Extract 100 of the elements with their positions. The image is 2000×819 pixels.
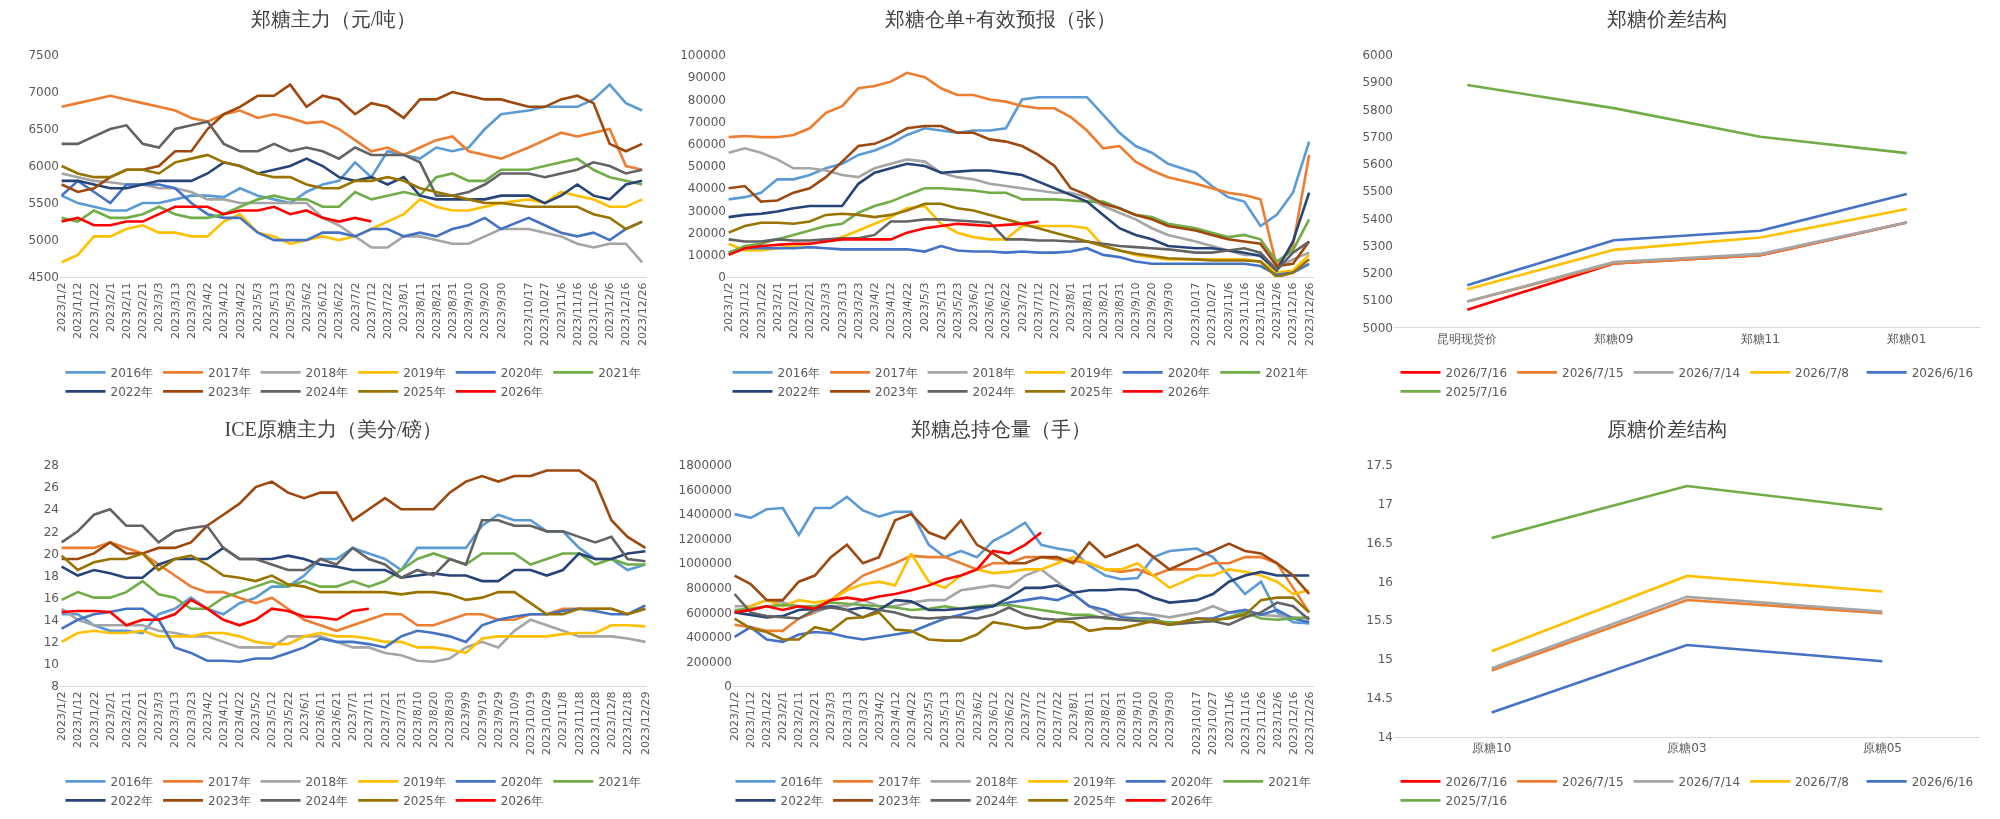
x-tick-label: 2023/10/17 [522, 282, 536, 346]
x-tick-label: 2023/1/22 [760, 691, 774, 748]
x-tick-label: 2023/9/20 [478, 282, 492, 339]
x-tick-label: 2023/8/21 [1098, 691, 1112, 748]
x-tick-label: 2023/12/26 [635, 282, 649, 346]
x-tick-label: 2023/11/16 [1237, 282, 1251, 346]
x-tick-label: 2023/6/2 [300, 282, 314, 332]
x-tick-label: 2023/12/6 [603, 282, 617, 339]
y-tick-label: 5500 [28, 196, 59, 211]
x-tick-label: 2023/12/18 [621, 691, 635, 755]
x-tick-label: 2023/9/29 [491, 691, 505, 748]
legend-label: 2017年 [208, 775, 251, 790]
legend-label: 2026/7/14 [1678, 775, 1741, 790]
x-tick-label: 2023/11/16 [570, 282, 584, 346]
legend-label: 2026/6/16 [1911, 366, 1974, 381]
x-tick-label: 2023/4/22 [233, 691, 247, 748]
x-tick-label: 2023/4/12 [216, 691, 230, 748]
line-series [727, 95, 1311, 228]
legend-label: 2025年 [403, 794, 446, 809]
x-tick-label: 2023/6/12 [986, 691, 1000, 748]
x-tick-label: 2023/12/16 [1286, 691, 1300, 755]
x-tick-label: 2023/2/21 [136, 282, 150, 339]
legend-label: 2025年 [403, 385, 446, 400]
x-tick-label: 2023/3/13 [168, 691, 182, 748]
x-tick-label: 2023/2/11 [787, 282, 801, 339]
line-series [1465, 83, 1909, 155]
legend-label: 2024年 [305, 385, 349, 400]
x-tick-label: 2023/2/1 [103, 282, 117, 332]
legend-label: 2022年 [110, 794, 154, 809]
y-tick-label: 90000 [687, 70, 726, 85]
legend-label: 2023年 [208, 794, 251, 809]
x-tick-label: 2023/11/26 [1254, 282, 1268, 346]
x-tick-label: 2023/3/3 [152, 691, 166, 741]
x-tick-label: 2023/12/16 [1286, 282, 1300, 346]
chart-title: 郑糖总持仓量（手） [910, 418, 1091, 441]
x-tick-label: 2023/7/11 [362, 691, 376, 748]
x-tick-label: 2023/5/23 [950, 282, 964, 339]
x-tick-label: 2023/5/2 [249, 691, 263, 741]
y-tick-label: 800000 [686, 581, 732, 596]
x-tick-label: 2023/9/30 [494, 282, 508, 339]
x-tick-label: 2023/4/22 [233, 282, 247, 339]
x-tick-label: 2023/2/1 [770, 282, 784, 332]
y-tick-label: 5900 [1362, 75, 1393, 90]
y-tick-label: 5000 [1362, 320, 1393, 335]
legend-label: 2016年 [110, 775, 154, 790]
y-tick-label: 5200 [1362, 266, 1393, 281]
x-tick-label: 2023/11/6 [1222, 691, 1236, 748]
y-tick-label: 40000 [687, 181, 726, 196]
legend-label: 2026/7/8 [1795, 366, 1849, 381]
y-tick-label: 14 [1377, 729, 1393, 744]
x-tick-label: 2023/3/23 [184, 282, 198, 339]
legend-label: 2016年 [110, 366, 154, 381]
y-tick-label: 10 [43, 657, 59, 672]
x-tick-label: 2023/12/16 [619, 282, 633, 346]
x-tick-label: 2023/4/12 [884, 282, 898, 339]
x-tick-label: 郑糖11 [1740, 331, 1780, 346]
x-tick-label: 2023/11/6 [554, 282, 568, 339]
line-series [733, 592, 1311, 626]
legend-label: 2026年 [500, 385, 544, 400]
x-tick-label: 2023/2/11 [792, 691, 806, 748]
x-tick-label: 2023/5/13 [938, 691, 952, 748]
x-tick-label: 2023/10/27 [1206, 691, 1220, 755]
x-tick-label: 2023/6/22 [332, 282, 346, 339]
x-tick-label: 2023/5/3 [251, 282, 265, 332]
x-tick-label: 2023/5/13 [934, 282, 948, 339]
legend-label: 2018年 [975, 775, 1019, 790]
x-tick-label: 2023/7/31 [394, 691, 408, 748]
y-tick-label: 18 [43, 568, 59, 583]
legend-label: 2026/7/16 [1445, 775, 1508, 790]
legend-label: 2026年 [1167, 385, 1211, 400]
legend-label: 2023年 [208, 385, 251, 400]
legend-label: 2025/7/16 [1445, 385, 1508, 400]
x-tick-label: 2023/6/1 [297, 691, 311, 741]
legend-label: 2026年 [1170, 794, 1214, 809]
x-tick-label: 2023/6/2 [967, 282, 981, 332]
y-tick-label: 6500 [28, 122, 59, 137]
x-tick-label: 2023/1/22 [87, 282, 101, 339]
line-series [60, 598, 371, 627]
x-tick-label: 2023/4/22 [900, 282, 914, 339]
y-tick-label: 20000 [687, 225, 726, 240]
x-tick-label: 郑糖01 [1887, 331, 1927, 346]
y-tick-label: 10000 [687, 248, 726, 263]
x-tick-label: 2023/1/22 [754, 282, 768, 339]
x-tick-label: 2023/6/21 [330, 691, 344, 748]
legend-label: 2025年 [1073, 794, 1116, 809]
x-tick-label: 2023/1/12 [744, 691, 758, 748]
x-tick-label: 2023/12/29 [638, 691, 652, 755]
y-tick-label: 16 [43, 590, 59, 605]
x-tick-label: 2023/7/12 [1034, 691, 1048, 748]
x-tick-label: 郑糖09 [1594, 331, 1634, 346]
legend-label: 2018年 [305, 366, 349, 381]
legend-label: 2024年 [975, 794, 1019, 809]
y-tick-label: 5800 [1362, 102, 1393, 117]
x-tick-label: 原糖05 [1862, 740, 1902, 755]
legend-label: 2019年 [1070, 366, 1113, 381]
legend-label: 2016年 [780, 775, 824, 790]
x-tick-label: 2023/3/23 [856, 691, 870, 748]
x-tick-label: 2023/6/2 [970, 691, 984, 741]
x-tick-label: 2023/7/21 [378, 691, 392, 748]
y-tick-label: 400000 [686, 630, 732, 645]
